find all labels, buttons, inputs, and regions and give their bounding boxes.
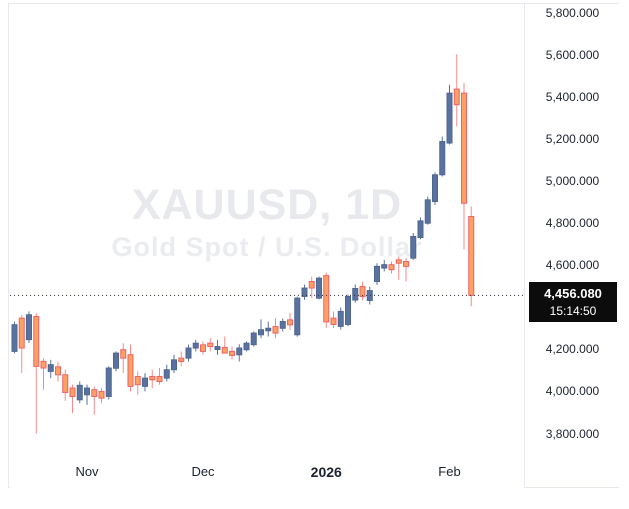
candle-body — [453, 88, 460, 106]
candle-body — [113, 352, 119, 369]
candle-body — [243, 342, 250, 351]
candle-body — [171, 359, 177, 371]
candle-body — [272, 326, 279, 334]
candle-body — [374, 265, 380, 283]
candle-body — [366, 290, 373, 301]
candle-body — [84, 387, 90, 396]
candle-body — [403, 261, 409, 267]
time-axis-label-feb: Feb — [438, 464, 461, 479]
candle-body — [265, 327, 272, 332]
candle-body — [323, 275, 330, 323]
price-tick-label: 5,400.000 — [545, 89, 600, 104]
price-axis[interactable]: 4,456.080 15:14:50 5,800.000 5,600.000 5,4… — [524, 4, 620, 487]
candle-body — [359, 286, 366, 297]
candle-body — [229, 350, 235, 356]
candle-body — [192, 342, 199, 349]
candle-body — [214, 346, 221, 351]
price-pane[interactable]: XAUUSD, 1D Gold Spot / U.S. Dollar — [10, 5, 524, 457]
candle-body — [301, 287, 308, 297]
candle-body — [69, 387, 76, 397]
price-tick-label: 5,200.000 — [545, 131, 600, 146]
candle-body — [55, 366, 61, 376]
candle-body — [221, 346, 228, 354]
candle-body — [294, 297, 301, 336]
candle-body — [178, 357, 185, 363]
candle-body — [47, 364, 54, 372]
candle-body — [330, 317, 337, 325]
candle-body — [446, 92, 453, 144]
candle-body — [308, 281, 315, 289]
candle-body — [163, 369, 170, 379]
candle-body — [120, 349, 127, 359]
candlestick-chart[interactable] — [10, 5, 524, 457]
candle-body — [439, 141, 446, 176]
candle-body — [316, 277, 322, 299]
price-tick-label: 4,800.000 — [545, 216, 600, 230]
candle-body — [40, 360, 47, 369]
candle-body — [381, 264, 388, 269]
candle-body — [352, 287, 359, 301]
candle-body — [11, 324, 18, 352]
candle-body — [185, 347, 192, 359]
candle-body — [388, 264, 395, 271]
price-tick-label: 5,000.000 — [545, 173, 600, 188]
candle-body — [432, 174, 438, 203]
price-tick-label: 4,200.000 — [545, 342, 600, 357]
candle-body — [468, 215, 475, 296]
candle-body — [345, 295, 351, 325]
candle-body — [461, 92, 467, 204]
price-tick-label: 5,800.000 — [545, 5, 600, 20]
candle-body — [105, 367, 112, 397]
candle-body — [250, 332, 257, 346]
candle-body — [98, 390, 105, 399]
time-axis[interactable]: Nov Dec 2026 Feb — [10, 457, 524, 488]
chart-widget: XAUUSD, 1D Gold Spot / U.S. Dollar 4,456… — [8, 3, 620, 488]
candle-body — [207, 342, 214, 348]
candle-body — [258, 329, 264, 336]
candle-body — [134, 375, 141, 386]
price-tick-label: 3,800.000 — [545, 426, 600, 441]
candle-body — [337, 310, 344, 327]
candle-body — [127, 354, 134, 387]
candle-body — [91, 389, 98, 397]
last-price-time: 15:14:50 — [549, 304, 597, 319]
candle-body — [142, 377, 148, 387]
candle-body — [417, 220, 424, 239]
time-axis-label-nov: Nov — [75, 464, 99, 479]
time-axis-label-dec: Dec — [191, 464, 215, 479]
candle-body — [76, 384, 83, 401]
price-tick-label: 5,600.000 — [545, 47, 600, 62]
candle-body — [287, 319, 293, 326]
time-axis-label-2026: 2026 — [310, 464, 342, 480]
candle-body — [424, 199, 431, 224]
candle-body — [156, 375, 163, 383]
candle-body — [149, 375, 156, 381]
candle-body — [410, 235, 417, 259]
candle-body — [200, 344, 206, 352]
price-tick-label: 4,600.000 — [545, 258, 600, 273]
candle-body — [18, 317, 25, 349]
candle-body — [279, 321, 286, 329]
last-price-label: 4,456.080 15:14:50 — [529, 282, 617, 323]
last-price-value: 4,456.080 — [544, 286, 602, 302]
candle-body — [62, 374, 69, 393]
candle-body — [33, 315, 40, 367]
candle-body — [26, 314, 32, 341]
candle-body — [395, 259, 402, 264]
candle-body — [236, 347, 243, 356]
price-tick-label: 4,000.000 — [545, 384, 600, 399]
